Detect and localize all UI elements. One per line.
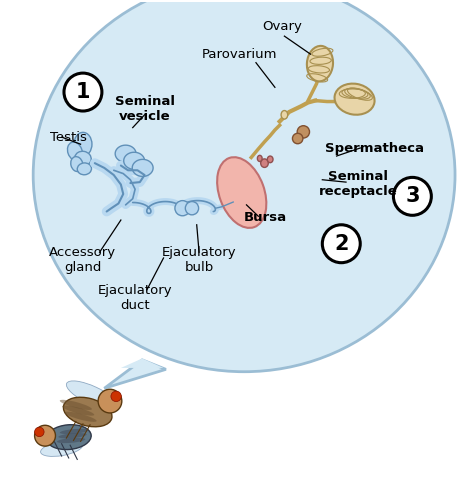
Text: 3: 3 <box>405 186 419 206</box>
Text: 1: 1 <box>76 82 90 102</box>
Circle shape <box>322 225 360 263</box>
Polygon shape <box>104 360 166 388</box>
Ellipse shape <box>77 163 91 175</box>
Ellipse shape <box>41 441 82 456</box>
Polygon shape <box>121 358 164 368</box>
Text: Seminal
receptacle: Seminal receptacle <box>319 171 397 198</box>
Circle shape <box>35 425 55 446</box>
Ellipse shape <box>33 0 455 372</box>
Ellipse shape <box>62 405 94 416</box>
Circle shape <box>393 177 431 215</box>
Text: Seminal
vesicle: Seminal vesicle <box>115 95 174 123</box>
Ellipse shape <box>307 46 333 81</box>
Ellipse shape <box>60 400 92 410</box>
Text: Ovary: Ovary <box>262 20 302 33</box>
Polygon shape <box>132 159 153 176</box>
Ellipse shape <box>335 84 374 115</box>
Ellipse shape <box>261 159 268 167</box>
Text: Ejaculatory
bulb: Ejaculatory bulb <box>162 246 237 274</box>
Ellipse shape <box>64 397 112 427</box>
Ellipse shape <box>74 132 92 156</box>
Ellipse shape <box>66 381 118 410</box>
Ellipse shape <box>267 156 273 163</box>
Ellipse shape <box>281 110 288 119</box>
Polygon shape <box>115 145 136 162</box>
Circle shape <box>35 427 44 437</box>
Circle shape <box>185 202 199 215</box>
Text: Accessory
gland: Accessory gland <box>49 246 117 274</box>
Ellipse shape <box>257 155 262 162</box>
Text: Parovarium: Parovarium <box>201 48 277 61</box>
Circle shape <box>297 126 310 138</box>
Polygon shape <box>124 152 145 169</box>
Ellipse shape <box>67 142 82 161</box>
Ellipse shape <box>75 151 91 165</box>
Ellipse shape <box>64 412 97 422</box>
Ellipse shape <box>71 157 83 172</box>
Circle shape <box>175 201 190 216</box>
Text: Spermatheca: Spermatheca <box>325 142 424 155</box>
Ellipse shape <box>46 424 91 450</box>
Ellipse shape <box>58 433 87 438</box>
Ellipse shape <box>217 157 266 228</box>
Circle shape <box>111 391 121 402</box>
Ellipse shape <box>57 438 85 443</box>
Text: 2: 2 <box>334 234 348 254</box>
Text: Testis: Testis <box>50 130 87 143</box>
Circle shape <box>292 133 303 144</box>
Circle shape <box>98 389 122 413</box>
Text: Bursa: Bursa <box>244 211 287 224</box>
Ellipse shape <box>60 429 88 434</box>
Circle shape <box>64 73 102 111</box>
Text: Ejaculatory
duct: Ejaculatory duct <box>98 284 173 312</box>
